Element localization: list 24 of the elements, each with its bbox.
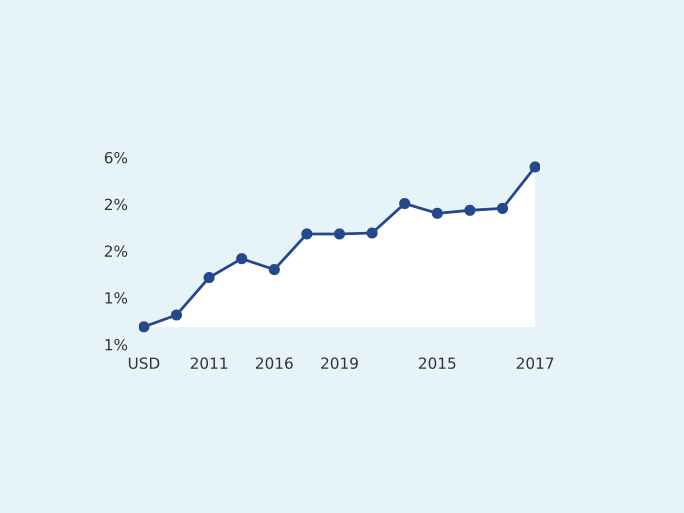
point: [496, 202, 508, 214]
x-tick-label: 2017: [516, 357, 554, 369]
point: [399, 198, 410, 210]
point: [464, 204, 476, 216]
x-tick-label: 2019: [321, 357, 358, 369]
point: [268, 264, 280, 276]
x-tick-label: 2015: [418, 357, 456, 369]
point: [432, 208, 443, 219]
point: [170, 309, 182, 321]
text: 6%: [104, 152, 128, 164]
point: [530, 161, 540, 173]
point: [139, 321, 150, 332]
point: [236, 253, 248, 264]
text: 2%: [104, 198, 128, 210]
text: 2%: [104, 245, 128, 257]
point: [204, 272, 215, 284]
text: 1%: [105, 292, 128, 304]
x-tick-label: 2011: [190, 357, 228, 369]
text: 1%: [105, 338, 128, 350]
point: [334, 228, 346, 240]
x-tick-label: USD: [128, 357, 160, 369]
point: [366, 227, 378, 239]
x-tick-label: 2016: [256, 357, 293, 369]
point: [301, 228, 312, 240]
